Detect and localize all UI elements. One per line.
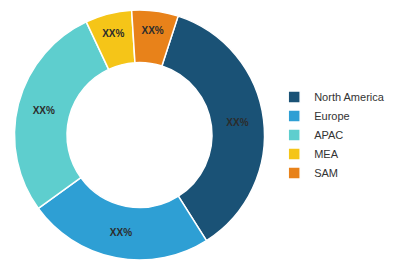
svg-text:MEA: MEA [314, 148, 339, 160]
svg-text:XX%: XX% [102, 28, 124, 39]
svg-text:SAM: SAM [314, 167, 338, 179]
svg-text:XX%: XX% [142, 25, 164, 36]
svg-text:XX%: XX% [110, 227, 132, 238]
svg-text:North America: North America [314, 91, 385, 103]
svg-text:XX%: XX% [226, 117, 248, 128]
svg-text:XX%: XX% [33, 105, 55, 116]
svg-text:APAC: APAC [314, 129, 343, 141]
svg-text:Europe: Europe [314, 110, 349, 122]
